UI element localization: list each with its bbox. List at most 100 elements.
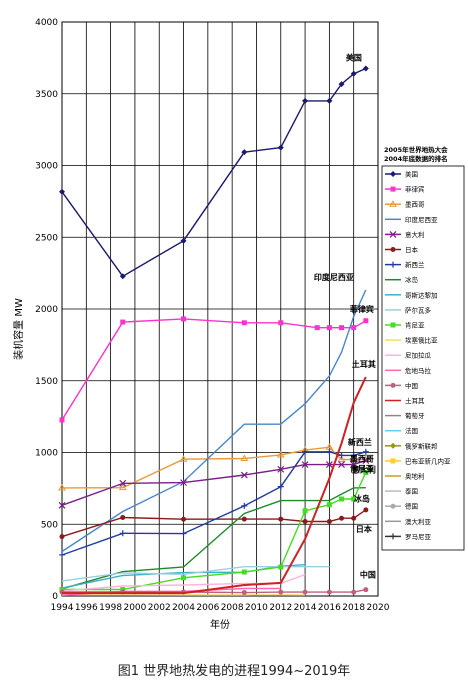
data-point [390, 442, 396, 449]
series-line [61, 318, 367, 421]
data-point [241, 569, 247, 575]
data-point [362, 457, 370, 464]
x-tick-label: 2012 [269, 603, 292, 613]
legend-label: 土耳其 [405, 396, 425, 405]
legend-label: 罗马尼亚 [405, 533, 432, 541]
data-point [58, 501, 66, 509]
data-point [362, 448, 369, 455]
data-point [390, 322, 396, 328]
data-point [390, 458, 396, 464]
legend-label: 哥斯达黎加 [405, 290, 438, 299]
legend-label: 澳大利亚 [405, 517, 432, 526]
data-point [326, 325, 332, 331]
series-end-label: 日本 [356, 524, 372, 534]
legend-label: 冰岛 [405, 275, 418, 284]
data-point [59, 534, 65, 540]
data-point [390, 171, 396, 177]
legend-label: 法国 [405, 426, 418, 435]
series-end-label: 墨西哥 [350, 454, 374, 464]
y-tick-label: 3000 [35, 162, 58, 172]
x-tick-label: 2002 [148, 603, 171, 613]
data-point [58, 483, 66, 491]
x-tick-label: 1994 [51, 603, 74, 613]
y-tick-label: 4000 [35, 18, 58, 28]
legend-label: 美国 [405, 170, 418, 179]
legend-label: 新西兰 [405, 260, 425, 269]
data-point [301, 461, 309, 468]
legend-label: 意大利 [405, 230, 425, 239]
legend-label: 肯尼亚 [405, 321, 425, 330]
data-point [119, 530, 126, 537]
y-tick-label: 1000 [35, 449, 58, 459]
legend-label: 日本 [405, 245, 419, 254]
x-tick-label: 2018 [342, 603, 365, 613]
x-tick-label: 2010 [245, 603, 268, 613]
data-point [338, 461, 345, 468]
series-line [61, 487, 366, 590]
series-line [61, 509, 367, 538]
y-tick-label: 3500 [35, 90, 58, 100]
series-end-label: 新西兰 [348, 437, 372, 447]
series-end-label: 美国 [346, 52, 362, 62]
series-end-label: 中国 [360, 570, 376, 580]
data-point [390, 247, 396, 252]
y-tick-label: 500 [41, 520, 58, 530]
series-line [61, 573, 306, 592]
data-point [240, 471, 248, 479]
data-point [240, 454, 249, 462]
data-point [349, 455, 358, 463]
data-point [241, 502, 248, 509]
data-point [241, 590, 247, 596]
x-tick-label: 2014 [294, 603, 317, 613]
data-point [390, 533, 396, 540]
data-point [180, 530, 187, 537]
data-point [179, 455, 188, 462]
x-tick-label: 2020 [367, 603, 390, 613]
data-point [277, 144, 284, 151]
data-point [339, 496, 345, 502]
x-tick-label: 2008 [221, 603, 244, 613]
data-point [389, 200, 397, 207]
data-point [277, 465, 285, 473]
series-line [62, 376, 367, 595]
data-point [302, 589, 308, 595]
data-point [278, 320, 284, 326]
data-point [278, 589, 284, 595]
data-point [363, 507, 369, 513]
data-point [276, 450, 285, 458]
data-point [390, 186, 396, 192]
series-end-label: 意大利 [352, 465, 376, 475]
data-point [118, 483, 127, 491]
x-tick-label: 2016 [318, 603, 341, 613]
data-point [351, 496, 357, 502]
data-point [180, 479, 187, 487]
legend-label: 巴布亚新几内亚 [405, 456, 451, 465]
x-tick-label: 2000 [123, 603, 146, 613]
data-point [390, 503, 396, 509]
series-end-label: 肯尼亚 [350, 463, 374, 473]
data-point [59, 551, 65, 558]
legend-label: 危地马拉 [405, 366, 432, 375]
data-point [326, 589, 332, 595]
data-point [362, 65, 369, 72]
series-end-label: 土耳其 [352, 359, 376, 369]
data-point [119, 273, 126, 280]
data-point [302, 448, 309, 455]
series-line [61, 564, 306, 589]
data-point [363, 587, 369, 593]
data-point [363, 469, 369, 475]
data-point [302, 519, 308, 525]
data-point [181, 575, 187, 581]
x-tick-label: 2006 [196, 603, 219, 613]
data-point [181, 516, 187, 522]
data-point [241, 320, 247, 326]
data-point [389, 230, 397, 238]
data-point [302, 508, 308, 514]
legend-label: 奥地利 [405, 472, 425, 481]
series-end-label: 菲律宾 [350, 304, 374, 314]
y-tick-label: 1500 [35, 377, 58, 387]
data-point [337, 455, 346, 463]
data-point [350, 70, 357, 77]
legend-label: 俄罗斯联邦 [405, 441, 438, 450]
legend-label: 中国 [405, 381, 418, 390]
